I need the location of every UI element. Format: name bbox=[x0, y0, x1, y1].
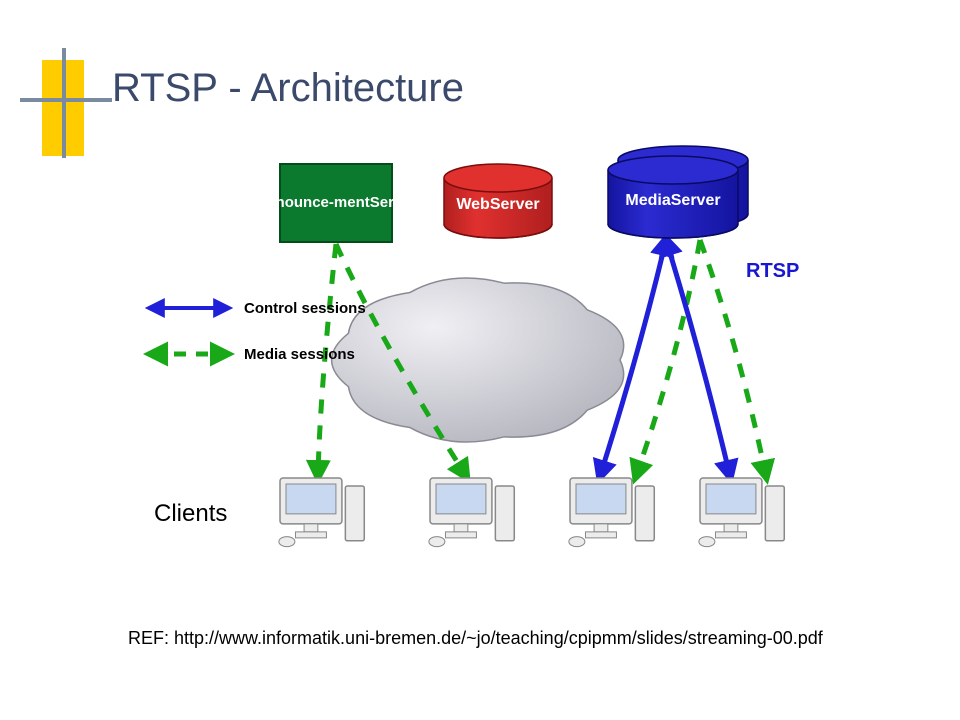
client-computer bbox=[569, 478, 654, 547]
server-label-line: Server bbox=[370, 194, 417, 211]
web-server-label: WebServer bbox=[444, 178, 552, 232]
media-server-label: MediaServer bbox=[608, 170, 738, 232]
clients-layer bbox=[279, 478, 784, 547]
clients-label: Clients bbox=[154, 500, 227, 528]
slide: RTSP - Architecture Announce-mentServer … bbox=[0, 0, 960, 720]
server-label-line: Server bbox=[671, 192, 721, 210]
server-label-line: ment bbox=[334, 194, 370, 211]
announcement-server: Announce-mentServer bbox=[280, 164, 392, 242]
server-label-line: Web bbox=[456, 196, 489, 214]
legend-media-text: Media sessions bbox=[244, 346, 355, 363]
client-computer bbox=[429, 478, 514, 547]
legend-arrows bbox=[152, 308, 226, 354]
client-computer bbox=[699, 478, 784, 547]
diagram-canvas bbox=[0, 0, 960, 720]
rtsp-label: RTSP bbox=[746, 260, 799, 283]
server-label-line: Server bbox=[490, 196, 540, 214]
client-computer bbox=[279, 478, 364, 547]
cloud bbox=[332, 278, 624, 442]
server-label-line: Media bbox=[625, 192, 670, 210]
server-label-line: Announce- bbox=[256, 194, 334, 211]
legend-control-text: Control sessions bbox=[244, 300, 366, 317]
reference-text: REF: http://www.informatik.uni-bremen.de… bbox=[128, 628, 823, 649]
